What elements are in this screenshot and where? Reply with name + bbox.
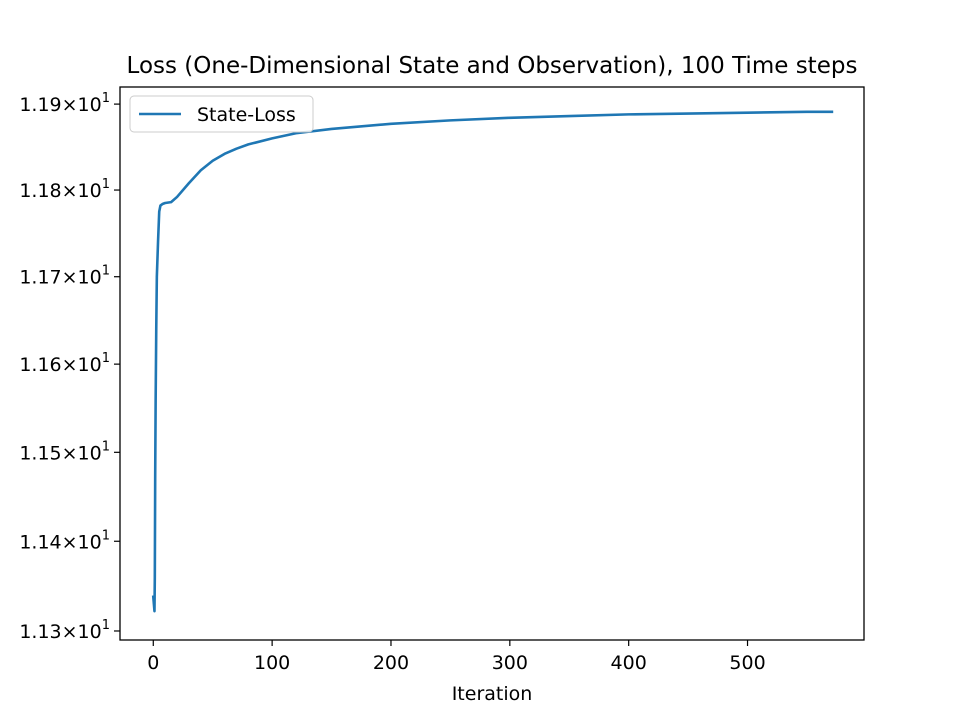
x-tick-label: 0 <box>147 652 159 674</box>
series-layer <box>151 110 834 613</box>
plot-area <box>120 87 864 640</box>
y-tick-label: 1.18×101 <box>19 177 110 202</box>
series-line-state-loss <box>151 110 834 613</box>
y-tick-label: 1.13×101 <box>19 618 110 643</box>
legend-box <box>129 95 314 133</box>
axes-frame <box>119 86 865 641</box>
legend-label-state-loss: State-Loss <box>197 104 296 126</box>
y-tick-label: 1.15×101 <box>19 439 110 464</box>
chart-title: Loss (One-Dimensional State and Observat… <box>127 53 858 79</box>
y-axis: 1.13×101 1.14×101 1.15×101 1.16×101 1.17×101… <box>19 91 120 643</box>
y-tick-label: 1.17×101 <box>19 264 110 289</box>
plot-background <box>120 87 864 640</box>
x-tick-label: 100 <box>254 652 290 674</box>
x-tick-label: 500 <box>729 652 765 674</box>
x-axis-label: Iteration <box>452 683 533 705</box>
x-axis: 0 100 200 300 400 500 <box>147 640 766 674</box>
y-tick-label: 1.19×101 <box>19 91 110 116</box>
y-tick-label: 1.14×101 <box>19 528 110 553</box>
y-tick-label: 1.16×101 <box>19 351 110 376</box>
legend: State-Loss <box>129 95 314 133</box>
x-tick-label: 400 <box>611 652 647 674</box>
x-tick-label: 200 <box>373 652 409 674</box>
x-tick-label: 300 <box>492 652 528 674</box>
